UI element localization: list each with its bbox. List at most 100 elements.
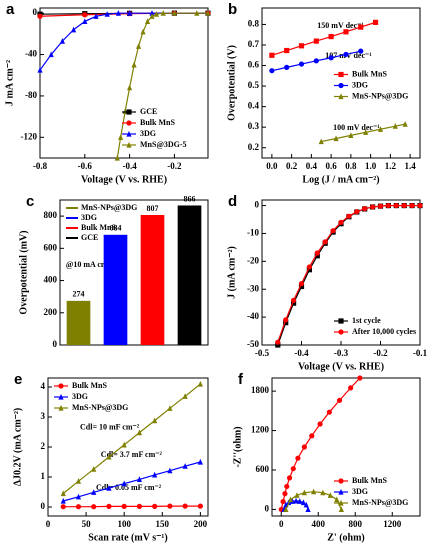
y-tick-label: 0.4 [248,101,260,111]
plot-frame [261,7,421,159]
marker [293,497,299,504]
marker [269,68,275,74]
marker [314,253,320,259]
marker [182,393,188,399]
marker [149,13,155,19]
y-tick-label: 0 [33,7,38,17]
marker [348,385,354,391]
value-label: 866 [184,194,196,203]
y-tick-label: 1 [41,471,46,481]
marker [291,297,297,303]
marker [121,441,127,448]
y-tick-label: -120 [21,131,38,141]
marker [284,483,290,490]
marker [305,506,311,513]
legend-label: MnS-NPs@3DG [352,91,408,100]
y-axis-title: Overpotential (V) [226,45,237,121]
y-tick-label: 0.3 [248,121,260,131]
value-label: 807 [147,204,159,213]
marker [136,503,143,509]
marker [328,55,334,61]
series-line [116,12,208,159]
legend-label: 3DG [81,213,97,222]
legend-label: MnS-NPs@3DG [352,498,408,507]
marker [328,33,334,40]
annotation: 150 mV dec⁻¹ [317,21,364,30]
x-tick-label: 1.4 [405,161,417,171]
x-tick-label: 1.0 [365,161,377,171]
x-tick-label: 1.2 [385,161,397,171]
marker [82,12,88,18]
marker [91,504,97,510]
marker [127,10,133,16]
y-tick-label: 3 [41,411,46,421]
bar [140,214,165,345]
legend-label: Bulk MnS [81,223,116,232]
marker [306,267,312,273]
marker [135,43,142,49]
marker [417,202,423,209]
x-tick-label: 0.4 [306,161,318,171]
x-tick-label: 0.6 [326,161,338,171]
marker [171,10,177,16]
marker [311,488,317,495]
marker [346,213,352,219]
plot-frame [271,377,421,517]
x-tick-label: 0 [279,519,284,529]
marker [153,11,160,17]
marker [362,206,368,212]
y-tick-label: 0 [53,339,58,349]
marker [306,264,312,270]
marker [298,61,305,67]
marker [298,281,305,287]
bar [66,300,91,345]
marker [334,496,340,503]
marker [320,489,326,496]
y-tick-label: 0.5 [248,80,260,90]
x-axis-title: Log (J / mA cm⁻²) [302,174,379,185]
marker [91,466,97,472]
panel-letter: b [228,1,237,18]
marker [75,493,82,500]
y-tick-label: -80 [25,90,37,100]
legend-label: 3DG [140,129,156,138]
marker [71,26,77,33]
marker [121,503,127,509]
y-tick-label: 1800 [251,385,270,395]
marker [343,51,349,58]
x-tick-label: 400 [312,519,326,529]
marker [60,504,66,510]
x-tick-label: -0.5 [255,348,270,358]
x-tick-label: -0.8 [33,161,48,171]
marker [318,138,324,145]
marker [357,375,363,381]
marker [114,154,120,161]
legend-label: GCE [81,233,98,242]
panel-letter: c [26,193,34,210]
panel-letter: d [228,193,237,210]
y-tick-label: 600 [44,242,58,252]
marker [37,66,43,73]
y-axis-title: ΔJ0.2V (mA cm⁻²) [12,408,23,487]
marker [326,409,332,415]
x-axis-title: Z' (ohm) [327,532,365,543]
x-tick-label: 800 [349,519,363,529]
marker [409,202,415,209]
legend-label: 1st cycle [352,316,381,325]
marker [152,471,158,478]
marker [136,429,143,436]
marker [58,404,64,411]
marker [282,491,288,497]
marker [343,29,349,35]
annotation: Cdl= 0.05 mF cm⁻² [96,483,162,492]
plot-frame [39,7,209,159]
marker [160,10,166,16]
marker [275,342,281,348]
plot-frame [59,199,209,346]
x-axis-title: Scan rate (mV s⁻¹) [88,532,167,543]
marker [152,417,158,424]
x-tick-label: -0.2 [167,161,182,171]
marker [338,93,344,100]
y-tick-label: 0.6 [248,60,260,70]
marker [60,490,66,497]
